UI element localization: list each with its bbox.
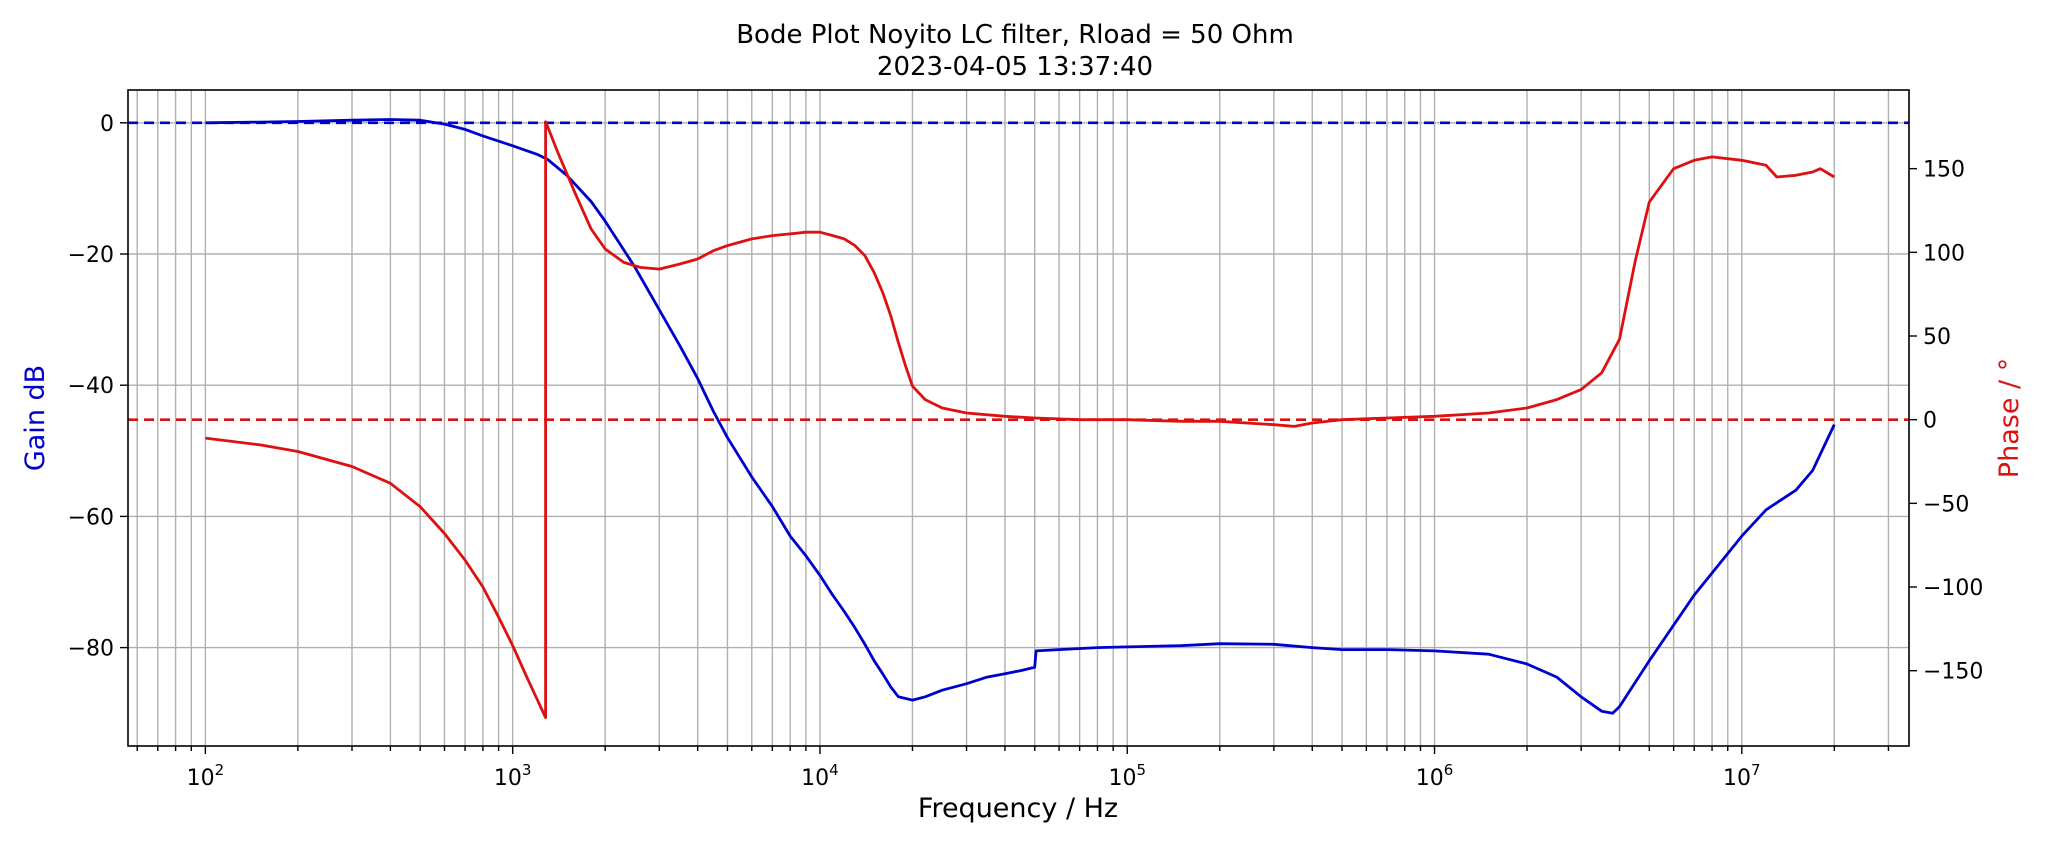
y-right-tick-label: −50 [1923,492,1969,517]
y-right-tick-label: −100 [1923,576,1983,601]
y-right-tick-label: 100 [1923,241,1965,266]
x-tick-label: 102 [187,761,225,791]
y-left-tick-label: −20 [68,243,114,268]
chart-title: Bode Plot Noyito LC filter, Rload = 50 O… [736,20,1294,50]
phase-series-line [205,120,1836,719]
y-right-tick-label: −150 [1923,660,1983,685]
y-left-tick-label: 0 [100,112,114,137]
gain-series-line [205,118,1836,715]
chart-subtitle: 2023-04-05 13:37:40 [877,52,1153,82]
y-right-tick-label: 150 [1923,158,1965,183]
x-axis-label: Frequency / Hz [918,793,1118,824]
y-left-tick-label: −60 [68,505,114,530]
reference-lines [128,121,1909,421]
data-series [205,118,1836,719]
x-tick-label: 103 [494,761,532,791]
y-right-tick-label: 50 [1923,325,1951,350]
y-left-tick-label: −40 [68,374,114,399]
x-tick-label: 104 [801,761,839,791]
y-axis-left-label: Gain dB [20,365,51,471]
y-axis-right-label: Phase / ° [1994,358,2025,478]
x-tick-labels: 102 103 104 105 106 107 [187,761,1761,791]
grid-lines [128,90,1909,746]
y-left-tick-labels: 0 −20 −40 −60 −80 [68,112,114,662]
x-tick-label: 106 [1416,761,1454,791]
y-left-tick-label: −80 [68,637,114,662]
y-right-tick-labels: 150 100 50 0 −50 −100 −150 [1923,158,1983,685]
y-right-tick-label: 0 [1923,409,1937,434]
axis-ticks [120,122,1917,754]
x-tick-label: 107 [1723,761,1761,791]
plot-frame [127,89,1910,747]
x-tick-label: 105 [1108,761,1146,791]
